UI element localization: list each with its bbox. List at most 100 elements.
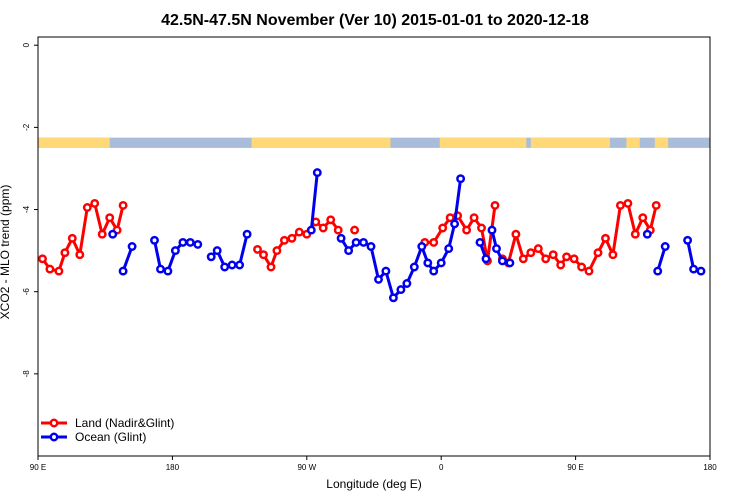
x-tick-label: 90 E [30, 463, 46, 472]
data-point [235, 260, 245, 270]
data-point [409, 262, 419, 272]
data-point [38, 254, 47, 264]
y-tick-label: -2 [22, 123, 31, 131]
data-point [336, 233, 346, 243]
land-strip-segment [654, 137, 669, 148]
x-tick-label: 90 E [567, 463, 583, 472]
land-strip-segment [251, 137, 391, 148]
data-point [651, 200, 661, 210]
data-point [381, 266, 391, 276]
data-point [445, 213, 455, 223]
data-point [689, 264, 699, 274]
data-point [533, 244, 543, 254]
data-point [287, 233, 297, 243]
data-point [601, 233, 610, 243]
data-point [326, 215, 336, 225]
x-tick-label: 0 [439, 463, 444, 472]
data-point [67, 233, 77, 243]
data-point [475, 237, 485, 247]
legend-swatch-point [49, 418, 59, 428]
data-point [90, 198, 100, 208]
series-line [424, 205, 497, 263]
data-point [266, 262, 276, 272]
data-point [562, 252, 572, 262]
data-point [438, 223, 448, 233]
data-point [577, 262, 587, 272]
data-point [608, 250, 618, 260]
data-point [511, 229, 521, 239]
data-point [462, 225, 472, 235]
data-point [548, 250, 558, 260]
legend-label: Ocean (Glint) [75, 430, 146, 444]
data-point [220, 262, 230, 272]
data-point [108, 229, 118, 239]
data-point [653, 266, 663, 276]
data-point [156, 264, 165, 274]
axes: 90 E 180 90 W 0 90 E 180 0 -2 -4 -6 -8 [22, 36, 717, 472]
data-point [541, 254, 551, 264]
data-point [388, 293, 398, 303]
data-point [417, 242, 427, 251]
data-point [526, 248, 536, 258]
data-point [366, 242, 376, 251]
x-tick-label: 90 W [297, 463, 316, 472]
data-point [396, 285, 406, 295]
data-point [344, 246, 354, 256]
data-point [569, 254, 579, 264]
data-point [456, 174, 466, 184]
data-point [60, 248, 70, 258]
data-point [359, 237, 368, 247]
data-point [333, 225, 343, 235]
data-point [450, 219, 460, 229]
data-point [54, 266, 64, 276]
data-point [351, 237, 361, 247]
data-point [279, 235, 289, 245]
data-point [477, 223, 486, 233]
series-land [38, 198, 661, 276]
data-point [492, 244, 501, 254]
data-point [272, 246, 282, 256]
data-point [497, 256, 507, 266]
data-point [242, 229, 252, 239]
data-point [518, 254, 528, 264]
data-point [429, 266, 439, 276]
data-point [306, 225, 316, 235]
data-point [206, 252, 216, 262]
x-tick-label: 180 [166, 463, 180, 472]
data-point [402, 279, 412, 288]
data-point [642, 229, 652, 239]
data-point [318, 223, 328, 233]
data-point [638, 213, 648, 223]
data-point [429, 237, 439, 247]
land-strip-segment [530, 137, 610, 148]
data-point [105, 213, 115, 223]
data-point [469, 213, 479, 223]
series-line [501, 201, 658, 273]
data-point [615, 200, 625, 210]
data-point [163, 266, 173, 276]
data-point [294, 227, 304, 237]
data-point [170, 246, 180, 256]
data-point [97, 229, 107, 239]
y-tick-label: -8 [22, 370, 31, 378]
data-point [696, 266, 706, 276]
data-point [118, 200, 128, 210]
data-point [505, 258, 515, 268]
legend-swatch-point [49, 432, 59, 442]
data-point [193, 239, 203, 249]
data-point [212, 246, 222, 256]
data-point [150, 235, 159, 245]
data-point [660, 242, 670, 251]
data-point [227, 260, 237, 270]
data-point [259, 250, 268, 260]
data-point [45, 264, 55, 274]
data-point [444, 244, 454, 254]
data-point [185, 237, 195, 247]
land-strip-segment [626, 137, 640, 148]
land-strip-segment [439, 137, 527, 148]
data-point [490, 200, 500, 210]
y-tick-label: -6 [22, 288, 31, 296]
data-point [487, 225, 497, 235]
chart-title: 42.5N-47.5N November (Ver 10) 2015-01-01… [161, 12, 589, 29]
